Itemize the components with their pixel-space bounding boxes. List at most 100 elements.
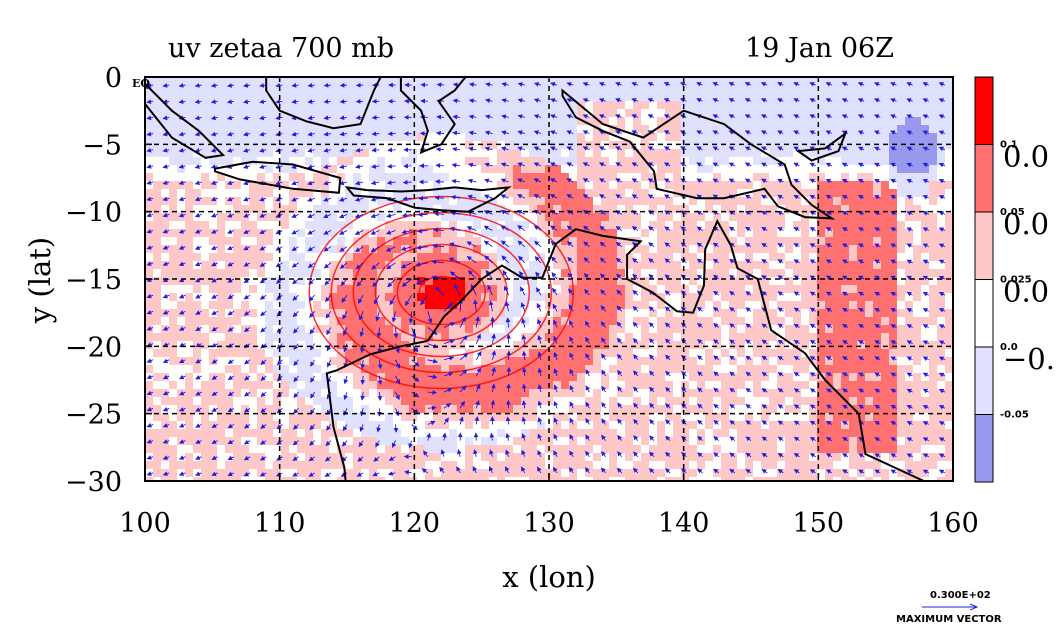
field-cell [361,117,370,126]
field-cell [689,101,698,110]
field-cell [289,461,298,470]
field-cell [913,149,922,158]
field-cell [673,469,682,478]
field-cell [281,301,290,310]
field-cell [769,125,778,134]
field-cell [625,285,634,294]
field-cell [841,245,850,254]
field-cell [489,181,498,190]
field-cell [833,269,842,278]
field-cell [529,365,538,374]
field-cell [729,269,738,278]
field-cell [473,429,482,438]
field-cell [737,341,746,350]
field-cell [609,101,618,110]
field-cell [201,149,210,158]
field-cell [233,253,242,262]
field-cell [721,357,730,366]
field-cell [241,77,250,86]
field-cell [649,357,658,366]
field-cell [681,349,690,358]
field-cell [289,93,298,102]
field-cell [273,285,282,294]
field-cell [737,309,746,318]
field-cell [489,109,498,118]
field-cell [345,397,354,406]
field-cell [361,285,370,294]
field-cell [225,109,234,118]
field-cell [729,477,738,481]
field-cell [217,445,226,454]
field-cell [185,269,194,278]
field-cell [865,109,874,118]
field-cell [409,453,418,462]
field-cell [617,325,626,334]
field-cell [481,325,490,334]
field-cell [337,253,346,262]
field-cell [745,477,754,481]
field-cell [409,261,418,270]
field-cell [185,389,194,398]
field-cell [321,445,330,454]
field-cell [537,245,546,254]
field-cell [753,437,762,446]
field-cell [489,309,498,318]
field-cell [393,389,402,398]
field-cell [457,301,466,310]
field-cell [225,253,234,262]
field-cell [337,357,346,366]
field-cell [505,109,514,118]
field-cell [657,445,666,454]
field-cell [585,269,594,278]
field-cell [657,405,666,414]
field-cell [633,125,642,134]
field-cell [417,477,426,481]
field-cell [817,197,826,206]
field-cell [497,253,506,262]
field-cell [681,197,690,206]
field-cell [329,373,338,382]
field-cell [337,317,346,326]
field-cell [265,77,274,86]
field-cell [249,365,258,374]
field-cell [273,221,282,230]
field-cell [689,221,698,230]
field-cell [289,237,298,246]
field-cell [273,117,282,126]
field-cell [465,205,474,214]
field-cell [689,317,698,326]
field-cell [177,333,186,342]
field-cell [513,421,522,430]
field-cell [745,261,754,270]
field-cell [441,429,450,438]
field-cell [849,365,858,374]
field-cell [785,325,794,334]
field-cell [865,269,874,278]
field-cell [697,357,706,366]
field-cell [617,461,626,470]
field-cell [665,261,674,270]
field-cell [657,181,666,190]
field-cell [793,381,802,390]
field-cell [729,389,738,398]
field-cell [457,253,466,262]
field-cell [161,181,170,190]
field-cell [825,317,834,326]
field-cell [545,197,554,206]
field-cell [729,309,738,318]
field-cell [393,125,402,134]
field-cell [497,293,506,302]
field-cell [449,181,458,190]
field-cell [665,461,674,470]
field-cell [729,421,738,430]
field-cell [193,477,202,481]
field-cell [705,309,714,318]
field-cell [681,413,690,422]
field-cell [529,141,538,150]
field-cell [673,309,682,318]
field-cell [625,237,634,246]
field-cell [617,373,626,382]
field-cell [673,85,682,94]
field-cell [329,205,338,214]
field-cell [681,149,690,158]
